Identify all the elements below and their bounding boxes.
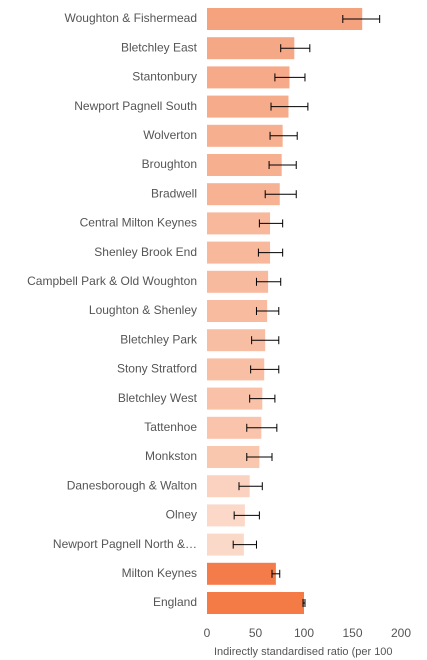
category-label: Newport Pagnell North &…	[53, 537, 197, 551]
x-tick-label: 100	[294, 626, 314, 640]
category-label: Central Milton Keynes	[80, 216, 197, 230]
bar	[207, 300, 268, 322]
category-label: Campbell Park & Old Woughton	[27, 274, 197, 288]
bar	[207, 592, 304, 614]
bar	[207, 358, 265, 381]
bar	[207, 562, 276, 585]
category-label: Woughton & Fishermead	[64, 11, 197, 25]
bar	[207, 475, 250, 498]
bar	[207, 8, 363, 30]
category-label: Bletchley West	[118, 391, 198, 405]
bar	[207, 124, 283, 147]
x-axis-label: Indirectly standardised ratio (per 100	[214, 646, 393, 658]
category-label: Bradwell	[151, 186, 197, 200]
category-label: England	[153, 595, 197, 609]
bar	[207, 329, 266, 352]
category-label: Bletchley East	[121, 40, 198, 54]
bar	[207, 446, 260, 468]
bar	[207, 387, 263, 410]
bar	[207, 212, 271, 235]
bar	[207, 270, 269, 293]
bar	[207, 95, 289, 118]
category-label: Monkston	[145, 449, 197, 463]
category-label: Broughton	[142, 157, 197, 171]
bar	[207, 533, 244, 556]
category-label: Newport Pagnell South	[74, 99, 197, 113]
category-label: Tattenhoe	[144, 420, 197, 434]
x-tick-label: 50	[249, 626, 263, 640]
category-label: Bletchley Park	[120, 332, 198, 346]
x-tick-label: 200	[391, 626, 411, 640]
bar	[207, 183, 280, 206]
bar	[207, 37, 295, 60]
category-label: Stantonbury	[132, 70, 197, 84]
bar	[207, 66, 290, 89]
category-label: Olney	[166, 508, 197, 522]
category-label: Loughton & Shenley	[89, 303, 197, 317]
category-label: Danesborough & Walton	[67, 478, 197, 492]
x-tick-label: 0	[204, 626, 211, 640]
category-label: Milton Keynes	[122, 566, 197, 580]
bar	[207, 241, 271, 264]
category-label: Shenley Brook End	[94, 245, 197, 259]
bar	[207, 504, 245, 527]
x-tick-label: 150	[342, 626, 362, 640]
category-label: Stony Stratford	[117, 362, 197, 376]
category-label: Wolverton	[143, 128, 197, 142]
bar	[207, 416, 262, 439]
bar	[207, 154, 282, 176]
